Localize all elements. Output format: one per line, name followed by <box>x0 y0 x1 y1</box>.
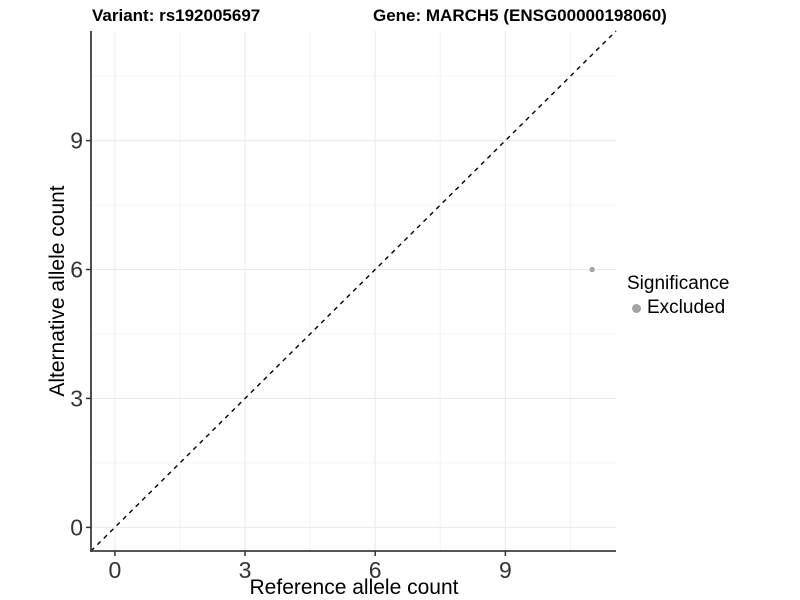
data-point <box>589 266 595 273</box>
legend: Significance Excluded <box>627 273 729 319</box>
gene-title: Gene: MARCH5 (ENSG00000198060) <box>373 6 667 25</box>
x-axis-title: Reference allele count <box>249 576 459 599</box>
x-tick-label: 6 <box>369 557 382 583</box>
y-tick-label: 3 <box>70 385 83 411</box>
y-tick-label: 9 <box>70 128 83 154</box>
x-tick-label: 3 <box>239 557 252 583</box>
legend-item-label: Excluded <box>647 297 726 318</box>
legend-item-excluded: Excluded <box>627 297 729 319</box>
variant-title: Variant: rs192005697 <box>92 6 261 25</box>
legend-title: Significance <box>627 273 730 294</box>
y-tick-label: 0 <box>70 514 83 540</box>
y-tick-label: 6 <box>70 257 83 283</box>
legend-point-icon <box>632 303 641 313</box>
identity-line <box>90 30 617 552</box>
x-tick-label: 0 <box>108 557 121 583</box>
y-axis-title: Alternative allele count <box>46 185 69 397</box>
x-tick-label: 9 <box>499 557 512 583</box>
